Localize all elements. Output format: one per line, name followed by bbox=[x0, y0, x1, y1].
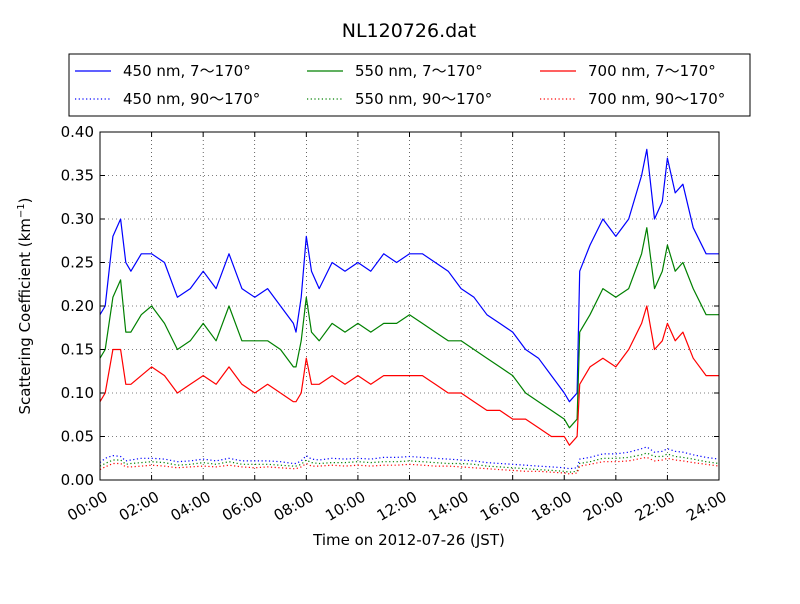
x-axis-label: Time on 2012-07-26 (JST) bbox=[312, 531, 505, 549]
series-line-1 bbox=[99, 227, 719, 429]
x-tick-label: 16:00 bbox=[477, 488, 523, 525]
y-tick-label: 0.25 bbox=[61, 254, 94, 272]
y-axis-label: Scattering Coefficient (km−1) bbox=[16, 197, 34, 414]
series-line-4 bbox=[99, 452, 720, 473]
series-layer bbox=[99, 148, 720, 475]
y-tick-label: 0.00 bbox=[61, 471, 94, 489]
x-tick-label: 14:00 bbox=[425, 488, 471, 525]
legend-label-4: 550 nm, 90～170° bbox=[355, 90, 492, 108]
grid bbox=[100, 132, 719, 480]
y-tick-label: 0.05 bbox=[61, 428, 94, 446]
x-tick-label: 22:00 bbox=[632, 488, 678, 525]
x-tick-label: 00:00 bbox=[64, 488, 110, 525]
x-tick-label: 20:00 bbox=[580, 488, 626, 525]
x-tick-label: 10:00 bbox=[322, 488, 368, 525]
series-line-0 bbox=[99, 148, 719, 403]
series-line-5 bbox=[99, 456, 720, 475]
y-axis-label-exponent: −1 bbox=[16, 203, 27, 218]
y-tick-label: 0.10 bbox=[61, 384, 94, 402]
x-tick-label: 02:00 bbox=[116, 488, 162, 525]
x-tick-label: 06:00 bbox=[219, 488, 265, 525]
x-tick-label: 04:00 bbox=[167, 488, 213, 525]
y-tick-label: 0.30 bbox=[61, 210, 94, 228]
y-axis-label-main: Scattering Coefficient (km bbox=[16, 218, 34, 414]
y-tick-label: 0.15 bbox=[61, 341, 94, 359]
legend-box bbox=[68, 53, 751, 117]
legend-label-3: 450 nm, 90～170° bbox=[123, 90, 260, 108]
x-tick-label: 24:00 bbox=[683, 488, 729, 525]
legend: 450 nm, 7～170° 550 nm, 7～170° 700 nm, 7～17… bbox=[68, 53, 751, 117]
y-axis: 0.00 0.05 0.10 0.15 0.20 0.25 0.30 0.35 0.40 bbox=[61, 123, 719, 489]
y-tick-label: 0.20 bbox=[61, 297, 94, 315]
y-axis-label-close: ) bbox=[16, 197, 34, 203]
legend-label-5: 700 nm, 90～170° bbox=[588, 90, 725, 108]
y-tick-label: 0.40 bbox=[61, 123, 94, 141]
x-tick-label: 18:00 bbox=[529, 488, 575, 525]
x-tick-label: 12:00 bbox=[374, 488, 420, 525]
chart-title: NL120726.dat bbox=[342, 20, 477, 42]
x-tick-label: 08:00 bbox=[271, 488, 317, 525]
series-line-2 bbox=[99, 305, 719, 446]
x-axis: 00:00 02:00 04:00 06:00 08:00 10:00 12:00 14:00… bbox=[64, 132, 730, 525]
series-line-3 bbox=[99, 446, 720, 470]
y-tick-label: 0.35 bbox=[61, 167, 94, 185]
legend-label-2: 700 nm, 7～170° bbox=[588, 62, 716, 80]
legend-label-1: 550 nm, 7～170° bbox=[355, 62, 483, 80]
legend-label-0: 450 nm, 7～170° bbox=[123, 62, 251, 80]
